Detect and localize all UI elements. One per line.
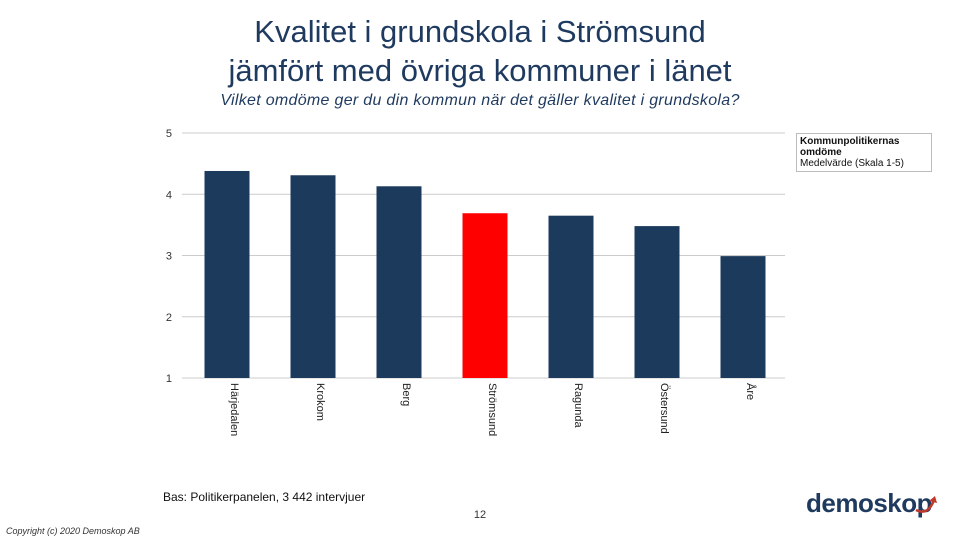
bar-krokom	[290, 175, 336, 378]
logo-arrow-icon	[915, 496, 937, 513]
bar-str-msund	[462, 213, 508, 378]
demoskop-logo: demoskop	[806, 486, 946, 522]
title-line-2: jämfört med övriga kommuner i länet	[228, 53, 732, 88]
y-tick-label: 1	[166, 373, 172, 385]
chart-legend: Kommunpolitikernas omdöme Medelvärde (Sk…	[796, 133, 932, 172]
page-number: 12	[473, 509, 487, 521]
x-axis-labels: Härjedalen Krokom Berg Strömsund Ragunda Öste…	[228, 383, 757, 436]
x-tick-label: Åre	[744, 383, 757, 400]
bars	[204, 170, 766, 378]
y-tick-label: 3	[166, 251, 172, 263]
copyright-note: Copyright (c) 2020 Demoskop AB	[6, 526, 140, 536]
bar-ragunda	[548, 215, 594, 378]
survey-question: Vilket omdöme ger du din kommun när det …	[220, 92, 740, 109]
y-axis-ticks: 1 2 3 4 5	[166, 128, 172, 385]
x-tick-label: Strömsund	[486, 383, 498, 436]
y-tick-label: 4	[166, 189, 172, 201]
x-tick-label: Krokom	[314, 383, 326, 421]
y-tick-label: 2	[166, 312, 172, 324]
legend-line-2: omdöme	[800, 147, 842, 158]
logo-text: demoskop	[806, 488, 933, 518]
legend-line-1: Kommunpolitikernas	[800, 136, 900, 147]
source-note: Bas: Politikerpanelen, 3 442 intervjuer	[163, 490, 366, 504]
title-line-1: Kvalitet i grundskola i Strömsund	[254, 14, 706, 49]
bar--stersund	[634, 226, 680, 378]
x-tick-label: Ragunda	[572, 383, 584, 429]
bar--re	[720, 256, 766, 378]
x-tick-label: Östersund	[658, 383, 670, 434]
bar-berg	[376, 186, 422, 378]
bar-h-rjedalen	[204, 170, 250, 378]
x-tick-label: Berg	[400, 383, 412, 406]
chart-title: Kvalitet i grundskola i Strömsund jämför…	[0, 12, 960, 90]
y-tick-label: 5	[166, 128, 172, 140]
x-tick-label: Härjedalen	[228, 383, 240, 436]
legend-line-3: Medelvärde (Skala 1-5)	[800, 158, 904, 169]
